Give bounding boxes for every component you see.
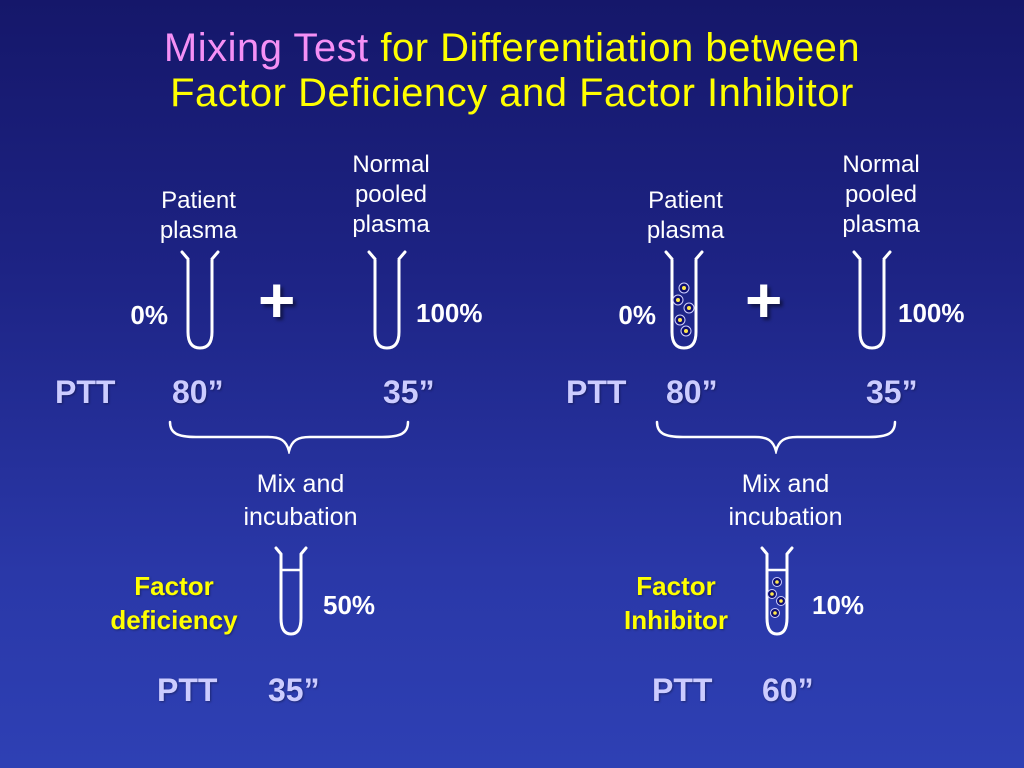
brace-icon (655, 420, 897, 454)
ptt-label: PTT (55, 374, 116, 410)
plus-icon: + (745, 264, 783, 336)
ptt-patient-value: 80” (666, 374, 718, 410)
patient-plasma-label: Patient plasma (159, 187, 238, 244)
slide-title: Mixing Test for Differentiation between … (0, 26, 1024, 116)
pooled-percent: 100% (898, 298, 965, 328)
patient-tube-inhibitor-icon (662, 250, 706, 354)
result-percent: 10% (812, 590, 865, 620)
inhibitor-particles-icon (672, 282, 695, 337)
pooled-tube-icon (850, 250, 894, 354)
mixed-tube-inhibitor-icon (758, 546, 796, 640)
result-ptt-value: 60” (762, 672, 814, 708)
result-label: Factor Inhibitor (624, 571, 728, 635)
pooled-plasma-label: Normal pooled plasma (842, 151, 920, 238)
pooled-plasma-label: Normal pooled plasma (352, 151, 430, 238)
patient-plasma-label: Patient plasma (646, 187, 725, 244)
plus-icon: + (258, 264, 296, 336)
ptt-pooled-value: 35” (866, 374, 918, 410)
mix-incubation-label: Mix and incubation (728, 470, 843, 531)
title-highlight: Mixing Test (163, 26, 369, 70)
result-percent: 50% (323, 590, 376, 620)
patient-percent: 0% (130, 300, 168, 330)
title-rest: for Differentiation between (368, 26, 861, 70)
result-label: Factor deficiency (110, 571, 238, 635)
mix-incubation-label: Mix and incubation (243, 470, 358, 531)
pooled-tube-icon (365, 250, 409, 354)
slide-title-line1: Mixing Test for Differentiation between (0, 26, 1024, 71)
ptt-pooled-value: 35” (383, 374, 435, 410)
result-ptt-label: PTT (157, 672, 218, 708)
ptt-patient-value: 80” (172, 374, 224, 410)
pooled-percent: 100% (416, 298, 483, 328)
brace-icon (168, 420, 410, 454)
slide-title-line2: Factor Deficiency and Factor Inhibitor (170, 70, 854, 115)
patient-tube-icon (178, 250, 222, 354)
result-ptt-label: PTT (652, 672, 713, 708)
inhibitor-particles-icon (767, 577, 786, 618)
ptt-label: PTT (566, 374, 627, 410)
mixed-tube-icon (272, 546, 310, 640)
result-ptt-value: 35” (268, 672, 320, 708)
patient-percent: 0% (618, 300, 656, 330)
